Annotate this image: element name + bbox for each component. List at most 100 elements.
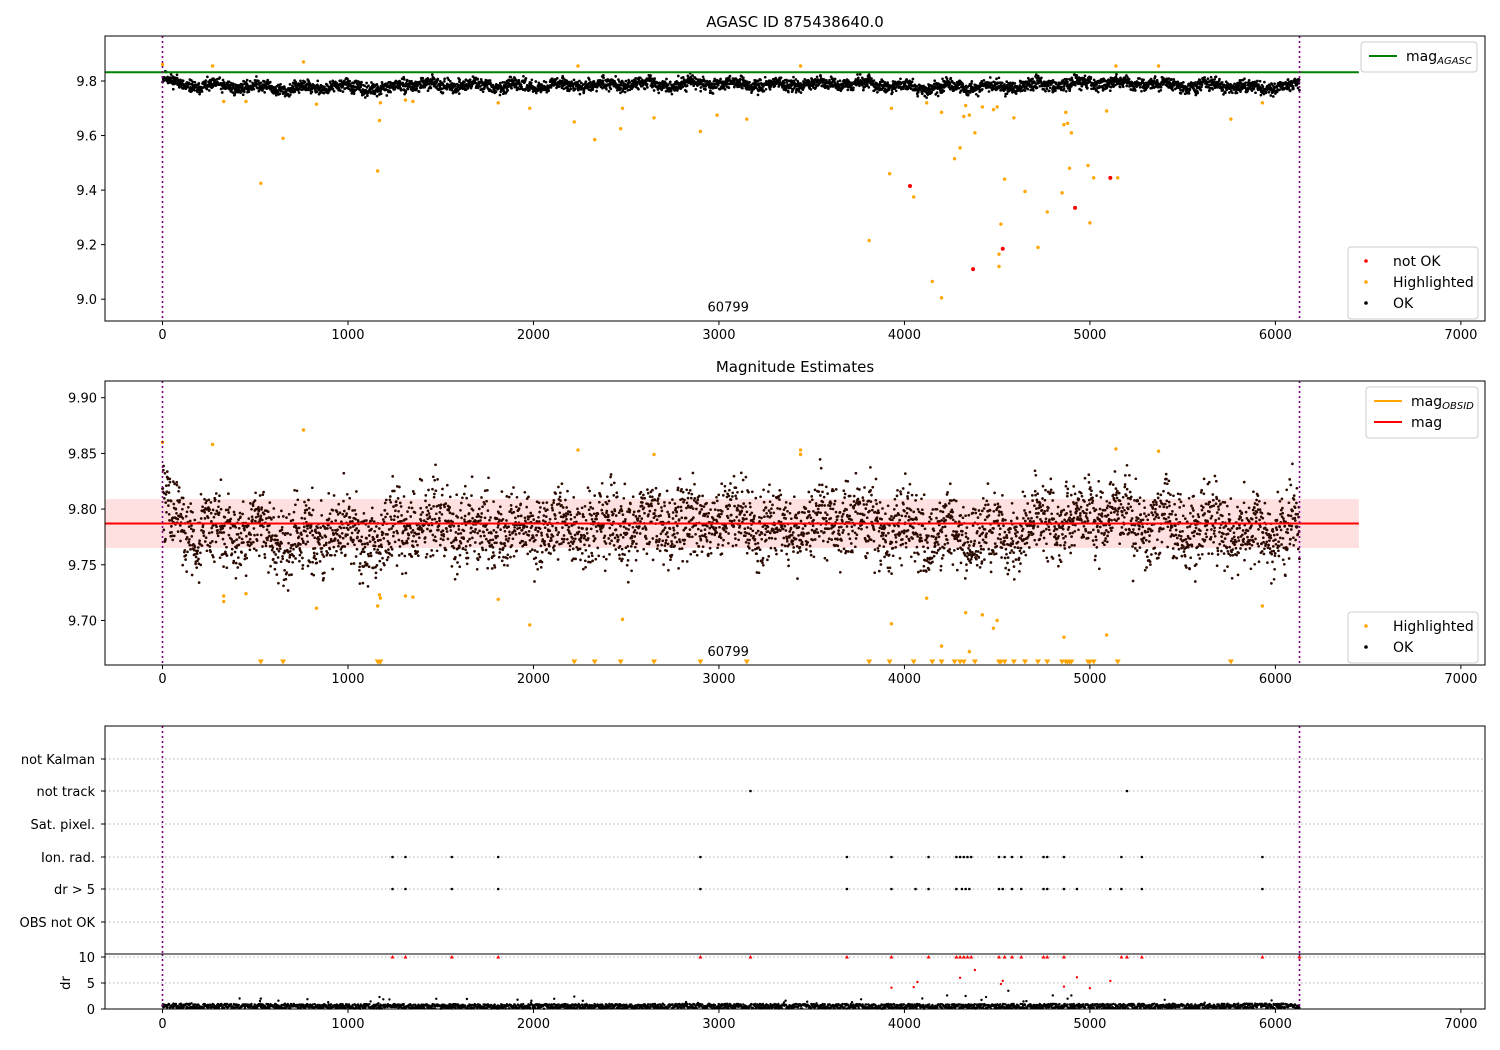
ok-point (342, 79, 346, 83)
ok-point (311, 560, 314, 564)
ok-point (227, 511, 231, 514)
ok-point (1032, 89, 1035, 92)
ok-point (310, 486, 314, 490)
ok-point (205, 87, 209, 91)
highlighted-point (620, 106, 625, 110)
ok-point (494, 90, 498, 93)
ok-point (450, 88, 454, 92)
ok-point (178, 499, 182, 502)
ok-point (1142, 78, 1145, 82)
ok-point (262, 490, 265, 494)
ok-point (187, 82, 191, 86)
ok-point (177, 489, 180, 493)
ok-point (443, 80, 446, 83)
ok-point (1127, 77, 1131, 81)
ok-point (297, 91, 301, 94)
ok-point (212, 515, 216, 519)
not-ok-point (1000, 246, 1005, 251)
ok-point (920, 92, 924, 96)
ok-point (443, 77, 446, 81)
ok-point (1023, 89, 1027, 92)
ok-point (320, 550, 323, 554)
ok-point (1258, 79, 1262, 83)
ok-point (764, 87, 768, 91)
ok-point (266, 538, 269, 542)
ok-point (352, 92, 356, 96)
ok-point (1243, 77, 1246, 81)
ok-point (1044, 89, 1047, 93)
ok-point (252, 527, 256, 530)
highlighted-point (967, 113, 972, 117)
ok-point (393, 87, 397, 91)
ok-point (223, 515, 227, 519)
highlighted-point (281, 136, 285, 140)
ok-point (704, 88, 707, 91)
ok-point (274, 553, 278, 556)
ok-point (244, 574, 248, 578)
ok-point (257, 89, 261, 93)
ok-point (262, 525, 265, 529)
highlighted-point (958, 146, 962, 150)
ok-point (222, 80, 226, 84)
ok-point (197, 581, 201, 584)
ok-point (1064, 89, 1068, 93)
ok-point (1159, 88, 1163, 92)
ok-point (221, 78, 225, 82)
highlighted-point (997, 264, 1001, 269)
ok-point (867, 86, 871, 89)
ok-point (620, 83, 624, 87)
ok-point (645, 82, 649, 86)
legend-label: mag (1406, 49, 1437, 65)
ok-point (317, 538, 321, 541)
ok-point (586, 85, 590, 89)
ok-point (164, 493, 168, 496)
ok-point (267, 531, 271, 534)
ok-point (1267, 90, 1271, 94)
ok-point (256, 514, 260, 518)
ok-point (315, 90, 319, 93)
ok-point (243, 528, 246, 532)
ok-point (215, 525, 218, 529)
ok-point (1235, 91, 1239, 95)
highlighted-point (1088, 221, 1092, 225)
highlighted-point (963, 103, 968, 108)
highlighted-point (1114, 64, 1118, 68)
ok-point (1133, 89, 1137, 92)
ok-point (1179, 91, 1183, 95)
ok-point (681, 76, 685, 79)
ok-point (171, 87, 175, 91)
ok-point (1048, 86, 1052, 90)
ok-point (329, 526, 332, 530)
ok-point (165, 510, 168, 514)
ok-point (358, 88, 361, 92)
ok-point (235, 546, 238, 550)
plot-area: 60799 (105, 36, 1359, 321)
ok-point (1040, 76, 1043, 80)
ok-point (174, 507, 178, 511)
ok-point (278, 92, 282, 96)
ok-point (502, 89, 506, 93)
ok-point (296, 498, 300, 502)
highlighted-point (1002, 177, 1007, 181)
highlighted-point (997, 252, 1001, 256)
ok-point (375, 82, 379, 86)
ok-point (293, 542, 297, 546)
ok-point (498, 81, 502, 85)
ok-point (1035, 86, 1039, 90)
ok-point (555, 76, 559, 80)
ok-point (916, 90, 920, 94)
ok-point (322, 576, 325, 580)
ok-point (562, 87, 566, 91)
highlighted-point (1091, 176, 1096, 180)
ok-point (234, 561, 238, 565)
ok-point (635, 83, 639, 86)
ok-point (305, 508, 309, 512)
ok-point (230, 547, 234, 551)
ok-point (209, 550, 212, 554)
ok-point (339, 79, 343, 82)
chart-title: AGASC ID 875438640.0 (706, 13, 884, 31)
ok-point (327, 517, 331, 521)
ok-point (291, 560, 295, 564)
ok-point (204, 536, 208, 540)
ok-point (576, 88, 580, 92)
